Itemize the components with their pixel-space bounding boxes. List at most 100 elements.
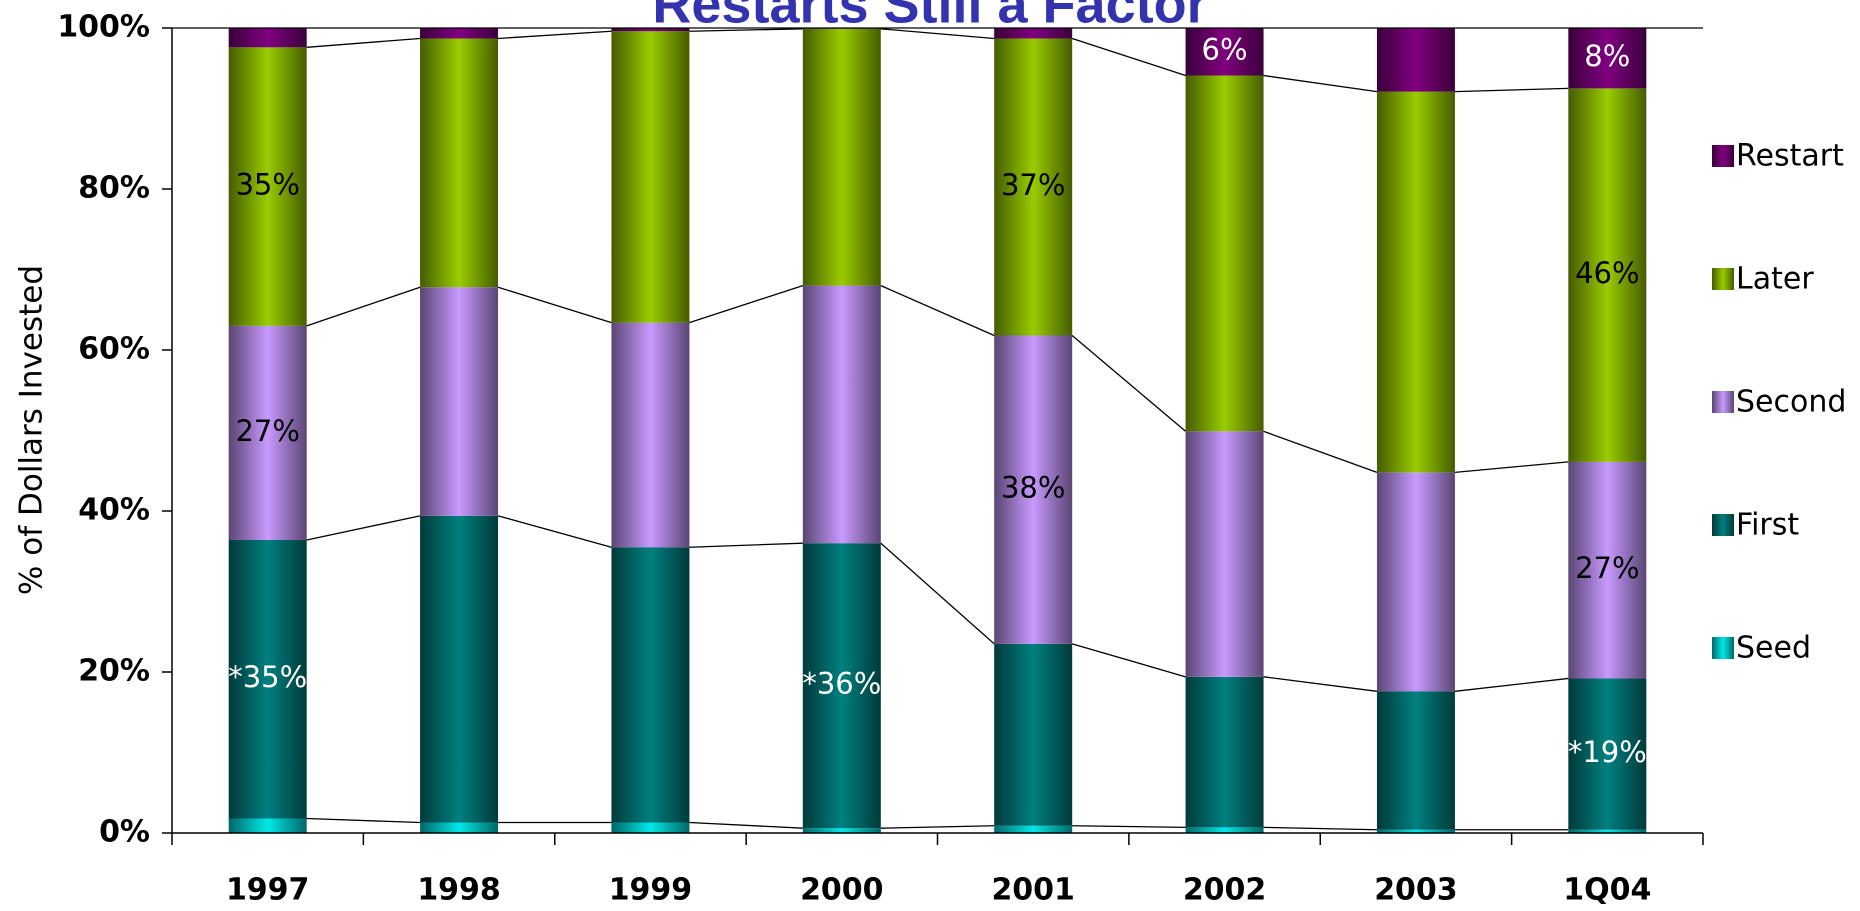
series-connector [689,542,803,548]
series-connector [306,37,421,48]
legend-label: Seed [1736,631,1811,666]
bar-segment [802,285,881,544]
series-connector [306,515,421,541]
bar-segment [1376,91,1455,473]
bar-segment [611,322,690,548]
series-connector [880,28,995,40]
bar-segment [802,828,881,833]
legend-swatch [1712,514,1734,536]
data-label: *36% [802,667,881,701]
bar-segment [611,547,690,823]
series-connector [1072,825,1186,829]
y-tick-label: 0% [99,815,150,850]
bar-segment [1376,472,1455,692]
x-tick-label: 2000 [800,873,884,908]
series-connector [306,286,421,327]
legend-swatch [1712,637,1734,659]
data-label: 27% [1575,551,1639,585]
bar-segment [1568,88,1647,462]
data-label: 46% [1575,256,1639,290]
chart-title: Restarts Still a Factor [652,0,1207,34]
series-connector [1454,87,1569,93]
bar-segment [802,543,881,829]
bar-segment [420,28,499,39]
series-connector [689,821,803,829]
bar-segment [1568,829,1647,833]
bar-segment [228,28,307,48]
data-label: 8% [1584,39,1630,73]
bar-segment [1376,829,1455,833]
series-connector [497,286,612,324]
bar-segment [420,38,499,288]
bar-segment [228,325,307,540]
series-connector [1263,676,1378,692]
bar-segment [1568,28,1647,89]
bar-segment [1568,678,1647,830]
legend-swatch [1712,145,1734,167]
y-axis-label: % of Dollars Invested [14,265,50,595]
series-connector [689,28,803,32]
series-connector [1072,643,1186,678]
x-tick-label: 2002 [1183,873,1267,908]
bar-segment [994,825,1073,833]
bar-segment [1568,461,1647,679]
series-connector [689,284,804,324]
x-tick-label: 1999 [609,873,693,908]
y-tick-label: 80% [78,171,150,206]
y-tick-label: 20% [78,654,150,689]
series-connector [497,515,612,548]
bar-segment [1185,827,1264,833]
x-tick-label: 2003 [1374,873,1458,908]
series-connector [880,542,995,645]
y-tick-label: 40% [78,493,150,528]
data-label: 38% [1001,471,1065,505]
data-label: 37% [1001,168,1065,202]
y-tick-label: 60% [78,332,150,367]
series-connector [1454,461,1569,474]
bar-segment [1185,75,1264,432]
bar-segment [228,47,307,326]
bar-segment [228,818,307,833]
legend-swatch [1712,391,1734,413]
x-tick-label: 1997 [226,873,310,908]
bar-segment [420,515,499,823]
legend-label: First [1736,508,1799,543]
series-connector [1263,74,1378,93]
series-connector [880,825,995,829]
bar-segment [994,335,1073,644]
legend-label: Second [1736,385,1846,420]
series-connector [1071,37,1186,77]
x-tick-label: 1Q04 [1563,873,1651,908]
bar-segment [1376,691,1455,830]
bar-segment [802,28,881,286]
bar-segment [994,38,1073,336]
data-label: 27% [235,414,299,448]
bar-segment [228,539,307,819]
legend-swatch [1712,268,1734,290]
data-label: 6% [1202,33,1248,67]
x-tick-label: 1998 [417,873,501,908]
series-connector [1071,335,1186,432]
bar-segment [611,822,690,833]
bar-segment [1376,28,1455,92]
bar-segment [1185,431,1264,677]
x-tick-label: 2001 [991,873,1075,908]
data-label: *19% [1568,735,1647,769]
series-connector [498,30,612,40]
bar-segment [420,287,499,516]
bar-segment [611,28,690,32]
series-connector [1263,826,1377,831]
bar-segment [1185,28,1264,76]
data-label: 35% [235,168,299,202]
bar-segment [420,822,499,833]
bar-segment [1185,676,1264,828]
series-connector [1454,677,1569,692]
y-tick-label: 100% [57,10,150,45]
legend-label: Restart [1736,139,1844,174]
series-connector [880,285,995,337]
series-connector [306,817,421,824]
data-label: *35% [228,660,307,694]
series-connector [1263,430,1378,473]
